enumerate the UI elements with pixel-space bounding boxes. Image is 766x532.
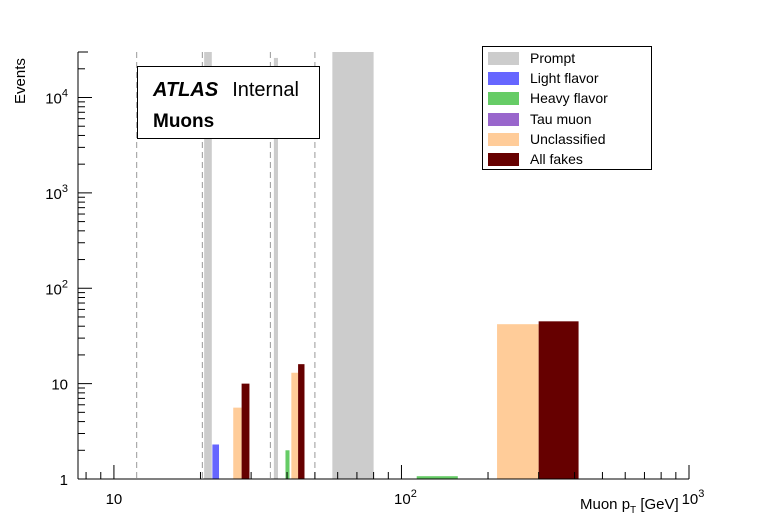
x-axis-label-unit: [GeV] xyxy=(636,496,679,513)
particle-label: Muons xyxy=(153,111,215,132)
bar-light-flavor xyxy=(212,444,220,479)
y-tick-label: 10 xyxy=(51,377,68,394)
legend-swatch-prompt xyxy=(488,52,519,65)
y-tick-label: 102 xyxy=(45,278,68,298)
bar-unclassified xyxy=(233,407,242,479)
bar-all-fakes xyxy=(298,364,305,479)
legend-item-unclassified: Unclassified xyxy=(488,131,648,147)
axis-ticks xyxy=(78,51,690,480)
bar-prompt xyxy=(273,57,278,480)
bar-unclassified xyxy=(497,324,539,479)
legend-label-unclassified: Unclassified xyxy=(530,130,606,147)
legend-item-prompt: Prompt xyxy=(488,50,648,66)
legend-swatch-unclassified xyxy=(488,132,519,146)
legend-item-tau-muon: Tau muon xyxy=(488,111,648,127)
x-axis-label: Muon pT [GeV] xyxy=(580,496,679,516)
legend-item-light-flavor: Light flavor xyxy=(488,70,648,86)
legend: Prompt Light flavor Heavy flavor Tau muon Un… xyxy=(482,46,652,170)
x-tick-label: 103 xyxy=(682,488,705,508)
legend-label-all-fakes: All fakes xyxy=(530,151,583,167)
x-axis-label-main: Muon p xyxy=(580,496,631,513)
legend-item-heavy-flavor: Heavy flavor xyxy=(488,90,648,106)
legend-label-heavy-flavor: Heavy flavor xyxy=(530,90,608,107)
atlas-label-box: ATLAS Internal Muons xyxy=(137,66,320,139)
status-label: Internal xyxy=(232,79,299,101)
x-axis-label-sub: T xyxy=(630,505,637,516)
y-tick-label: 103 xyxy=(45,183,68,203)
bar-heavy-flavor xyxy=(416,476,458,479)
experiment-label: ATLAS xyxy=(153,79,219,101)
bar-heavy-flavor xyxy=(285,450,290,479)
legend-swatch-tau-muon xyxy=(488,112,519,126)
y-axis-label: Events xyxy=(12,58,29,104)
axis-tick-labels: 10 102 103 1 10 102 103 104 xyxy=(45,88,704,508)
y-tick-label: 1 xyxy=(60,472,68,489)
y-tick-label: 104 xyxy=(45,88,68,108)
bar-unclassified xyxy=(291,372,299,479)
x-tick-label: 10 xyxy=(106,491,123,508)
legend-swatch-heavy-flavor xyxy=(488,92,519,106)
legend-label-tau-muon: Tau muon xyxy=(530,110,592,127)
bar-prompt xyxy=(332,52,374,479)
legend-label-prompt: Prompt xyxy=(530,50,576,66)
bar-prompt xyxy=(204,52,212,479)
x-tick-label: 102 xyxy=(394,488,417,508)
legend-swatch-all-fakes xyxy=(488,153,519,166)
bar-all-fakes xyxy=(241,383,250,479)
atlas-label-line: ATLAS Internal xyxy=(153,79,299,102)
histogram-bars xyxy=(204,52,579,480)
legend-label-light-flavor: Light flavor xyxy=(530,70,599,87)
legend-item-all-fakes: All fakes xyxy=(488,151,648,167)
legend-swatch-light-flavor xyxy=(488,72,519,86)
bar-all-fakes xyxy=(538,321,579,479)
